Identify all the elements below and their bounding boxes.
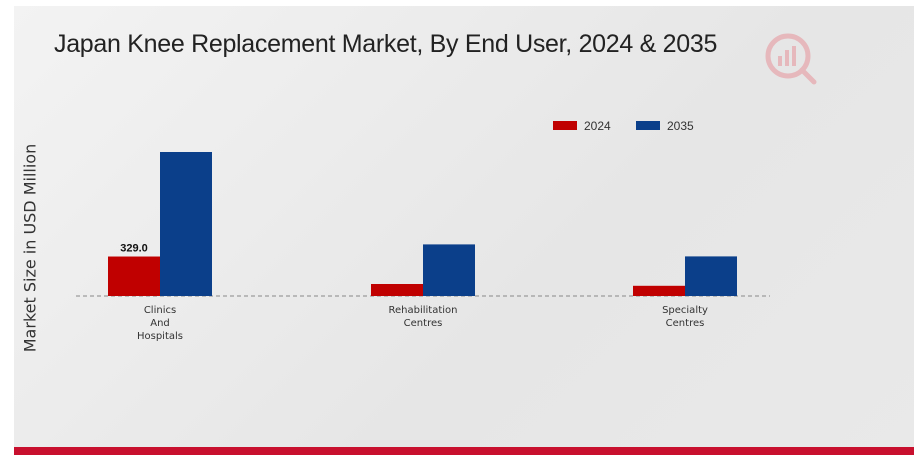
bottom-accent-bar bbox=[14, 447, 914, 455]
x-tick-label-line: Centres bbox=[666, 318, 705, 329]
bar-2035-0 bbox=[160, 152, 212, 296]
bar-2024-1 bbox=[371, 284, 423, 296]
bar-2035-2 bbox=[685, 256, 737, 296]
brand-logo-icon bbox=[765, 33, 817, 85]
x-tick-label-line: And bbox=[150, 318, 170, 329]
legend-label-2024: 2024 bbox=[584, 119, 611, 133]
x-tick-label-line: Rehabilitation bbox=[388, 305, 457, 316]
legend-swatch-2035 bbox=[636, 121, 660, 130]
data-label: 329.0 bbox=[120, 243, 148, 255]
bar-2024-0 bbox=[108, 256, 160, 296]
bar-2035-1 bbox=[423, 244, 475, 296]
legend-swatch-2024 bbox=[553, 121, 577, 130]
x-tick-label-line: Specialty bbox=[662, 305, 708, 316]
x-tick-label: Clinics And Hospitals bbox=[137, 305, 183, 342]
x-tick-label: Rehabilitation Centres bbox=[388, 305, 457, 329]
x-tick-label-line: Hospitals bbox=[137, 331, 183, 342]
bar-2024-2 bbox=[633, 285, 685, 296]
x-tick-label: Specialty Centres bbox=[662, 305, 708, 329]
x-tick-label-line: Centres bbox=[404, 318, 443, 329]
legend-label-2035: 2035 bbox=[667, 119, 694, 133]
chart-title: Japan Knee Replacement Market, By End Us… bbox=[54, 30, 718, 58]
x-tick-label-line: Clinics bbox=[144, 305, 176, 316]
